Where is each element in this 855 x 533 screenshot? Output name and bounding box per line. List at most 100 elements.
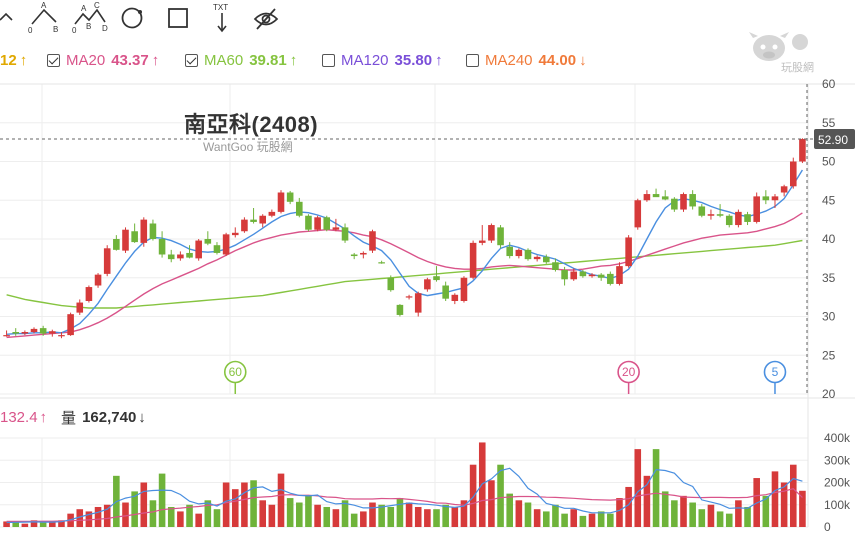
marker-label: 60 [229,365,243,379]
line-tool-icon[interactable] [0,2,18,34]
volume-bar [231,489,239,527]
candle-body [661,196,669,200]
volume-bar [222,482,230,527]
candle-body [149,223,157,239]
tool-label: B [53,25,58,34]
period-markers: 60 20 5 [223,360,787,394]
volume-bar [158,473,166,527]
candle-body [314,217,321,230]
volume-bar [131,491,138,527]
volume-bar [552,504,559,527]
ma60-checkbox[interactable] [185,54,198,67]
candle-body [222,234,230,255]
candle-body [39,328,47,334]
candle-body [405,296,413,298]
volume-bar [378,504,385,527]
volume-bar [716,511,724,527]
volume-bar [241,482,248,527]
candle-body [506,246,513,257]
price-tick-label: 45 [822,193,836,207]
stock-subtitle: WantGoo 玩股網 [203,140,293,154]
volume-bar [369,502,376,527]
candle-body [680,194,687,210]
candle-body [643,194,651,201]
candle-body [735,211,742,226]
volume-bar [204,500,212,527]
candle-body [616,266,623,284]
volume-bar [350,513,358,527]
marker-60-circle [223,360,247,384]
volume-bar [360,511,367,527]
candle-body [158,239,166,255]
candle-body [524,249,532,260]
volume-ma-lines [6,467,803,524]
stock-title: 南亞科(2408) [184,112,319,137]
volume-bar [76,509,84,527]
volume-bar [259,500,267,527]
two-point-tool-icon[interactable]: A 0 B [28,2,62,34]
legend-item-ma5: 12 ↑ [0,52,27,69]
volume-bar [469,464,477,527]
candle-body [296,201,303,216]
candle-body [497,227,504,246]
ma20-checkbox[interactable] [47,54,60,67]
ma120-value: 35.80 [394,52,433,69]
volume-bar [488,480,495,527]
volume-bar [396,498,404,527]
circle-tool-icon[interactable] [120,2,146,34]
volume-ma5-line [6,467,803,524]
candle-body [789,161,797,187]
ma120-checkbox[interactable] [322,54,335,67]
ma5-arrow: ↑ [19,52,28,69]
volume-bar [30,520,38,527]
candle-body [387,277,395,291]
candle-body [268,211,276,216]
chart-grid [0,83,855,528]
price-tick-label: 30 [822,310,836,324]
price-tick-label: 60 [822,77,836,91]
candle-body [597,274,605,278]
candle-body [113,239,120,250]
ma60-label: MA60 [204,52,244,69]
volume-bar [561,513,568,527]
volume-bar [799,490,806,527]
price-label-box [814,129,855,150]
ma120-arrow: ↑ [435,52,443,69]
candle-body [478,240,486,243]
candle-body [689,194,696,207]
hide-drawings-icon[interactable] [252,2,280,34]
volume-bar [250,480,257,527]
rectangle-tool-icon[interactable] [166,2,192,34]
volume-bar [332,509,340,527]
price-axis: 20 25 30 35 40 45 50 55 60 0 100k 200k 300k 400k [822,77,851,533]
ma240-checkbox[interactable] [466,54,479,67]
volume-bar [177,511,184,527]
volume-bar [149,500,157,527]
ma60-arrow: ↑ [289,52,298,69]
candle-body [58,335,65,337]
candle-body [460,277,468,301]
text-tool-icon[interactable]: TXT [210,2,236,34]
abcd-pattern-tool-icon[interactable]: A C 0 B D [72,2,112,34]
volume-bar [652,449,660,527]
candle-body [634,200,642,228]
candle-body [85,287,93,301]
ma240-value: 44.00 [538,52,577,69]
candle-body [250,219,257,222]
volume-bar [414,506,422,527]
candle-body [30,328,38,332]
candle-body [21,332,29,334]
ma20-line [6,212,803,339]
volume-arrow: ↓ [138,409,146,426]
tool-label: B [86,22,91,31]
moving-average-lines [6,169,803,339]
volume-bar [277,473,285,527]
candle-body [753,196,760,222]
candle-body [177,254,184,259]
candle-body [780,186,788,193]
candle-body [707,214,715,216]
volume-bar [103,504,111,527]
candle-body [433,276,440,281]
candle-body [286,192,294,202]
